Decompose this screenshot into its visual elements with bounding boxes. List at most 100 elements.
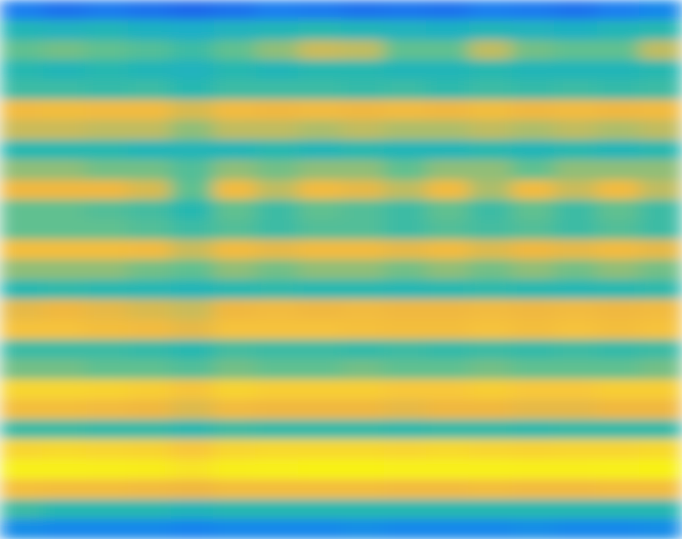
- heatmap-cell: [128, 379, 171, 400]
- heatmap-cell: [0, 140, 43, 161]
- heatmap-cell: [128, 499, 171, 520]
- heatmap-cell: [213, 399, 256, 420]
- heatmap-cell: [128, 20, 171, 41]
- heatmap-cell: [384, 140, 427, 161]
- heatmap-cell: [512, 399, 555, 420]
- heatmap-cell: [128, 399, 171, 420]
- heatmap-cell: [256, 319, 299, 340]
- heatmap-cell: [213, 319, 256, 340]
- heatmap-cell: [512, 180, 555, 201]
- heatmap-cell: [426, 240, 469, 261]
- heatmap-cell: [85, 120, 128, 141]
- heatmap-cell: [85, 80, 128, 101]
- heatmap-cell: [0, 279, 43, 300]
- heatmap-cell: [597, 299, 640, 320]
- heatmap-cell: [128, 339, 171, 360]
- heatmap-cell: [171, 459, 214, 480]
- heatmap-cell: [171, 80, 214, 101]
- heatmap-cell: [43, 279, 86, 300]
- heatmap-cell: [384, 0, 427, 21]
- heatmap-cell: [128, 200, 171, 221]
- heatmap-cell: [426, 439, 469, 460]
- heatmap-cell: [554, 519, 597, 539]
- heatmap-cell: [85, 499, 128, 520]
- heatmap-cell: [469, 260, 512, 281]
- heatmap-cell: [256, 200, 299, 221]
- heatmap-cell: [426, 20, 469, 41]
- heatmap-cell: [0, 40, 43, 61]
- heatmap-cell: [341, 120, 384, 141]
- heatmap-cell: [298, 140, 341, 161]
- heatmap-cell: [469, 299, 512, 320]
- heatmap-cell: [512, 80, 555, 101]
- heatmap-cell: [298, 479, 341, 500]
- heatmap-cell: [639, 80, 682, 101]
- heatmap-cell: [256, 399, 299, 420]
- heatmap-cell: [512, 0, 555, 21]
- heatmap-cell: [85, 419, 128, 440]
- heatmap-cell: [597, 419, 640, 440]
- heatmap-cell: [341, 80, 384, 101]
- heatmap-cell: [128, 80, 171, 101]
- heatmap-cell: [384, 319, 427, 340]
- heatmap-cell: [256, 60, 299, 81]
- chart-container: [0, 0, 682, 539]
- heatmap-cell: [639, 419, 682, 440]
- heatmap-cell: [597, 339, 640, 360]
- heatmap-cell: [384, 220, 427, 241]
- heatmap-cell: [384, 240, 427, 261]
- heatmap-cell: [639, 279, 682, 300]
- heatmap-cell: [298, 319, 341, 340]
- heatmap-cell: [0, 220, 43, 241]
- heatmap-cell: [171, 439, 214, 460]
- heatmap-cell: [0, 339, 43, 360]
- heatmap-cell: [512, 40, 555, 61]
- heatmap-cell: [213, 120, 256, 141]
- heatmap-cell: [426, 359, 469, 380]
- heatmap-cell: [43, 479, 86, 500]
- heatmap-cell: [554, 40, 597, 61]
- heatmap-cell: [597, 439, 640, 460]
- heatmap-cell: [85, 20, 128, 41]
- heatmap-cell: [171, 279, 214, 300]
- heatmap-cell: [554, 120, 597, 141]
- heatmap-cell: [128, 419, 171, 440]
- heatmap-cell: [512, 100, 555, 121]
- heatmap-cell: [597, 40, 640, 61]
- heatmap-cell: [426, 160, 469, 181]
- heatmap-cell: [0, 319, 43, 340]
- heatmap-cell: [256, 40, 299, 61]
- heatmap-cell: [128, 459, 171, 480]
- heatmap-cell: [128, 0, 171, 21]
- heatmap-cell: [256, 519, 299, 539]
- heatmap-cell: [597, 459, 640, 480]
- heatmap-cell: [0, 499, 43, 520]
- heatmap-cell: [426, 260, 469, 281]
- heatmap-cell: [639, 260, 682, 281]
- heatmap-cell: [554, 240, 597, 261]
- heatmap-cell: [639, 299, 682, 320]
- heatmap-cell: [43, 0, 86, 21]
- heatmap-cell: [171, 240, 214, 261]
- heatmap-cell: [0, 100, 43, 121]
- heatmap-cell: [469, 319, 512, 340]
- heatmap-cell: [298, 379, 341, 400]
- heatmap-cell: [597, 499, 640, 520]
- heatmap-cell: [256, 359, 299, 380]
- heatmap-cell: [639, 160, 682, 181]
- heatmap-cell: [512, 379, 555, 400]
- heatmap-cell: [341, 359, 384, 380]
- heatmap-cell: [639, 359, 682, 380]
- heatmap-cell: [128, 240, 171, 261]
- heatmap-cell: [512, 439, 555, 460]
- heatmap-cell: [554, 419, 597, 440]
- heatmap-cell: [512, 200, 555, 221]
- heatmap-cell: [597, 379, 640, 400]
- heatmap-cell: [171, 299, 214, 320]
- heatmap-cell: [85, 180, 128, 201]
- heatmap-cell: [171, 260, 214, 281]
- heatmap-cell: [85, 519, 128, 539]
- heatmap-cell: [639, 319, 682, 340]
- heatmap-cell: [341, 479, 384, 500]
- heatmap-cell: [213, 299, 256, 320]
